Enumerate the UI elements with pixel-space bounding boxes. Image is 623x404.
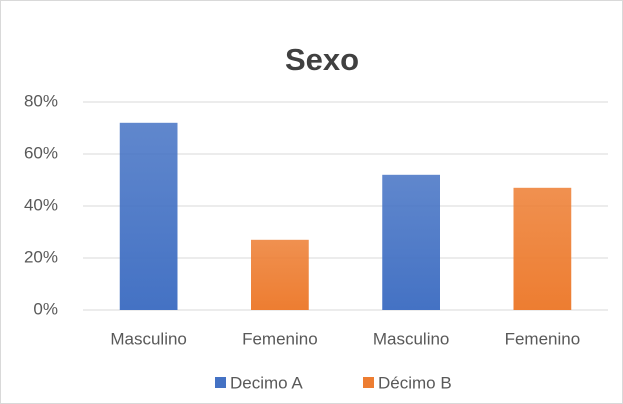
- legend-label: Decimo A: [230, 373, 303, 392]
- y-tick-label: 0%: [33, 299, 58, 318]
- x-tick-label: Femenino: [242, 329, 318, 348]
- bar: [251, 239, 309, 310]
- y-tick-label: 60%: [24, 143, 58, 162]
- bar: [513, 187, 572, 310]
- legend-swatch: [215, 377, 226, 388]
- y-tick-label: 80%: [24, 91, 58, 110]
- x-tick-label: Masculino: [373, 329, 450, 348]
- legend-swatch: [363, 377, 374, 388]
- chart-title: Sexo: [285, 42, 359, 77]
- x-tick-label: Femenino: [505, 329, 581, 348]
- bar: [382, 174, 440, 310]
- legend-label: Décimo B: [378, 373, 452, 392]
- y-tick-label: 20%: [24, 247, 58, 266]
- y-tick-label: 40%: [24, 195, 58, 214]
- x-tick-label: Masculino: [110, 329, 187, 348]
- bar: [119, 122, 178, 310]
